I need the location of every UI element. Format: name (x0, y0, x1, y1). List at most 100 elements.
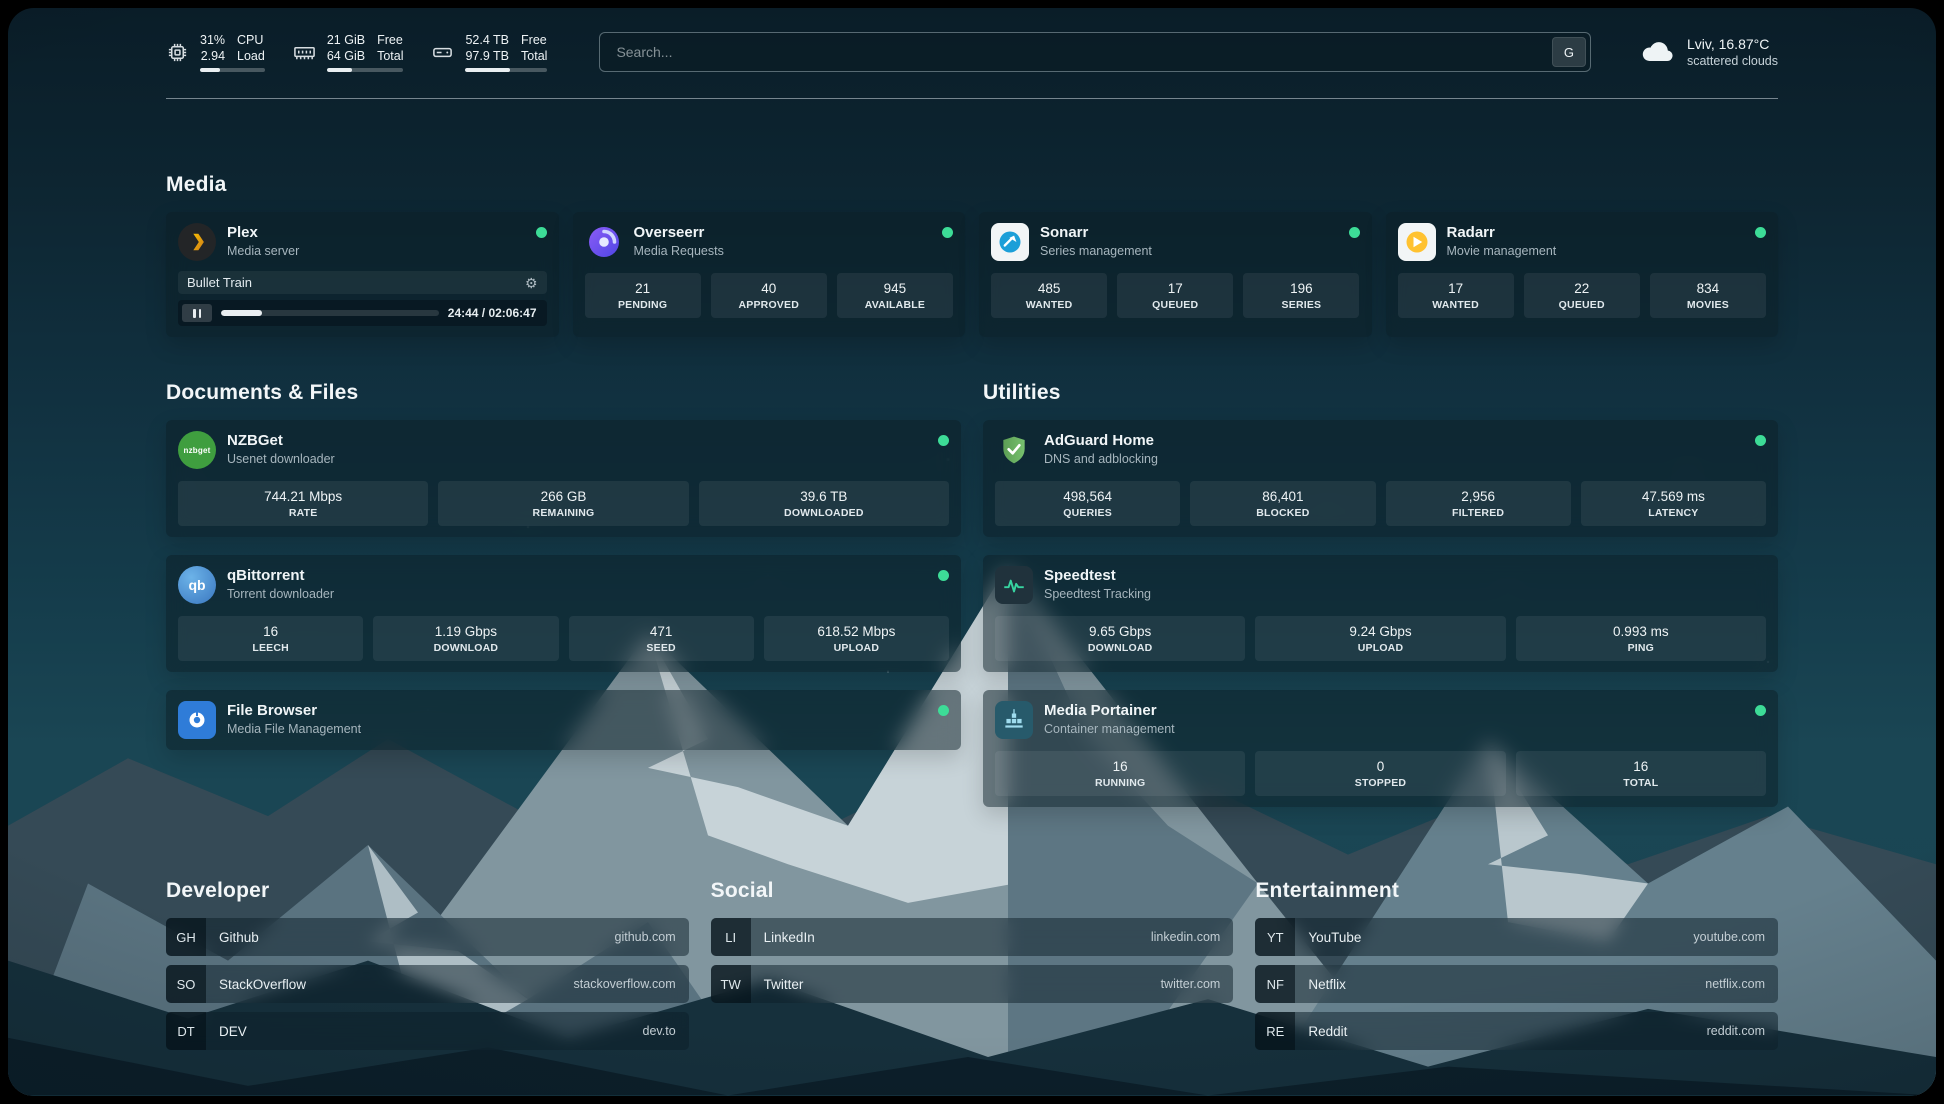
app-name: Media Portainer (1044, 701, 1175, 720)
app-name: File Browser (227, 701, 361, 720)
search-input[interactable] (614, 43, 1552, 61)
stat-value: 834 (1654, 280, 1762, 297)
pause-button[interactable] (182, 304, 212, 322)
portainer-icon (995, 701, 1033, 739)
status-dot (1755, 435, 1766, 446)
qbittorrent-card[interactable]: qb qBittorrent Torrent downloader 16 LEE… (166, 555, 961, 672)
bookmark-netflix[interactable]: NF Netflix netflix.com (1255, 965, 1778, 1003)
bookmark-reddit[interactable]: RE Reddit reddit.com (1255, 1012, 1778, 1050)
status-dot (1755, 705, 1766, 716)
bookmark-url: dev.to (643, 1024, 676, 1038)
bookmark-youtube[interactable]: YT YouTube youtube.com (1255, 918, 1778, 956)
stat-label: DOWNLOADED (703, 507, 945, 520)
section-utilities: Utilities AdGuard Home DNS and adblock (983, 381, 1778, 807)
ram-progress-bar (327, 68, 404, 72)
stat-value: 485 (995, 280, 1103, 297)
bookmark-linkedin[interactable]: LI LinkedIn linkedin.com (711, 918, 1234, 956)
bookmark-dev[interactable]: DT DEV dev.to (166, 1012, 689, 1050)
bookmark-url: stackoverflow.com (574, 977, 676, 991)
bookmark-abbr: YT (1255, 918, 1295, 956)
app-name: qBittorrent (227, 566, 334, 585)
dashboard-window: 31% CPU 2.94 Load (8, 8, 1936, 1096)
stat-label: RUNNING (999, 777, 1241, 790)
sonarr-icon (991, 223, 1029, 261)
section-media: Media Plex Media server (166, 173, 1778, 337)
bookmark-abbr: GH (166, 918, 206, 956)
bookmark-github[interactable]: GH Github github.com (166, 918, 689, 956)
overseerr-icon (585, 223, 623, 261)
nzbget-icon: nzbget (178, 431, 216, 469)
playback-time: 24:44 / 02:06:47 (448, 306, 537, 320)
status-dot (942, 227, 953, 238)
stat-value: 40 (715, 280, 823, 297)
section-entertainment: Entertainment YT YouTube youtube.com NF … (1255, 879, 1778, 1050)
bookmark-name: DEV (219, 1024, 247, 1039)
bookmark-name: Reddit (1308, 1024, 1347, 1039)
stat-pending: 21 PENDING (585, 273, 701, 318)
bookmark-abbr: RE (1255, 1012, 1295, 1050)
plex-card[interactable]: Plex Media server Bullet Train ⚙ (166, 212, 559, 337)
nzbget-card[interactable]: nzbget NZBGet Usenet downloader 744.21 M… (166, 420, 961, 537)
stat-value: 9.65 Gbps (999, 623, 1241, 640)
playback-progress-bar[interactable] (221, 310, 439, 316)
portainer-card[interactable]: Media Portainer Container management 16 … (983, 690, 1778, 807)
stat-label: MOVIES (1654, 299, 1762, 312)
bookmark-name: StackOverflow (219, 977, 306, 992)
stat-download: 1.19 Gbps DOWNLOAD (373, 616, 558, 661)
bookmark-name: LinkedIn (764, 930, 815, 945)
weather-condition: scattered clouds (1687, 53, 1778, 69)
stat-upload: 618.52 Mbps UPLOAD (764, 616, 949, 661)
stat-label: APPROVED (715, 299, 823, 312)
stat-value: 618.52 Mbps (768, 623, 945, 640)
ram-total-label: Total (377, 49, 403, 64)
bookmark-abbr: LI (711, 918, 751, 956)
stat-value: 2,956 (1390, 488, 1567, 505)
memory-icon (293, 41, 316, 64)
developer-title: Developer (166, 879, 689, 903)
status-dot (1755, 227, 1766, 238)
disk-icon (431, 41, 454, 64)
stat-label: BLOCKED (1194, 507, 1371, 520)
disk-free: 52.4 TB (465, 33, 509, 48)
stat-label: STOPPED (1259, 777, 1501, 790)
stat-value: 22 (1528, 280, 1636, 297)
plex-icon (178, 223, 216, 261)
speedtest-card[interactable]: Speedtest Speedtest Tracking 9.65 Gbps D… (983, 555, 1778, 672)
stat-value: 39.6 TB (703, 488, 945, 505)
bookmark-abbr: SO (166, 965, 206, 1003)
overseerr-card[interactable]: Overseerr Media Requests 21 PENDING 40 A… (573, 212, 966, 337)
header-divider (166, 98, 1778, 99)
sonarr-card[interactable]: Sonarr Series management 485 WANTED 17 Q… (979, 212, 1372, 337)
app-subtitle: Torrent downloader (227, 587, 334, 602)
ram-free-label: Free (377, 33, 403, 48)
section-social: Social LI LinkedIn linkedin.com TW Twitt… (711, 879, 1234, 1050)
stat-approved: 40 APPROVED (711, 273, 827, 318)
stat-movies: 834 MOVIES (1650, 273, 1766, 318)
stat-filtered: 2,956 FILTERED (1386, 481, 1571, 526)
search-engine-button[interactable]: G (1552, 37, 1586, 67)
adguard-card[interactable]: AdGuard Home DNS and adblocking 498,564 … (983, 420, 1778, 537)
stat-value: 17 (1402, 280, 1510, 297)
stat-total: 16 TOTAL (1516, 751, 1766, 796)
app-name: Plex (227, 223, 299, 242)
filebrowser-card[interactable]: File Browser Media File Management (166, 690, 961, 750)
stat-latency: 47.569 ms LATENCY (1581, 481, 1766, 526)
cpu-label: CPU (237, 33, 265, 48)
app-subtitle: Series management (1040, 244, 1152, 259)
weather-location: Lviv, 16.87°C (1687, 35, 1778, 53)
stat-blocked: 86,401 BLOCKED (1190, 481, 1375, 526)
app-name: AdGuard Home (1044, 431, 1158, 450)
bookmark-name: Twitter (764, 977, 804, 992)
section-documents: Documents & Files nzbget NZBGet Usenet d… (166, 381, 961, 807)
stat-value: 16 (1520, 758, 1762, 775)
stat-leech: 16 LEECH (178, 616, 363, 661)
bookmark-stackoverflow[interactable]: SO StackOverflow stackoverflow.com (166, 965, 689, 1003)
stat-label: PING (1520, 642, 1762, 655)
cloud-icon (1639, 34, 1675, 70)
radarr-card[interactable]: Radarr Movie management 17 WANTED 22 QUE… (1386, 212, 1779, 337)
app-subtitle: Container management (1044, 722, 1175, 737)
cpu-load: 2.94 (200, 49, 225, 64)
stream-settings-icon[interactable]: ⚙ (525, 276, 538, 290)
app-subtitle: Speedtest Tracking (1044, 587, 1151, 602)
bookmark-twitter[interactable]: TW Twitter twitter.com (711, 965, 1234, 1003)
